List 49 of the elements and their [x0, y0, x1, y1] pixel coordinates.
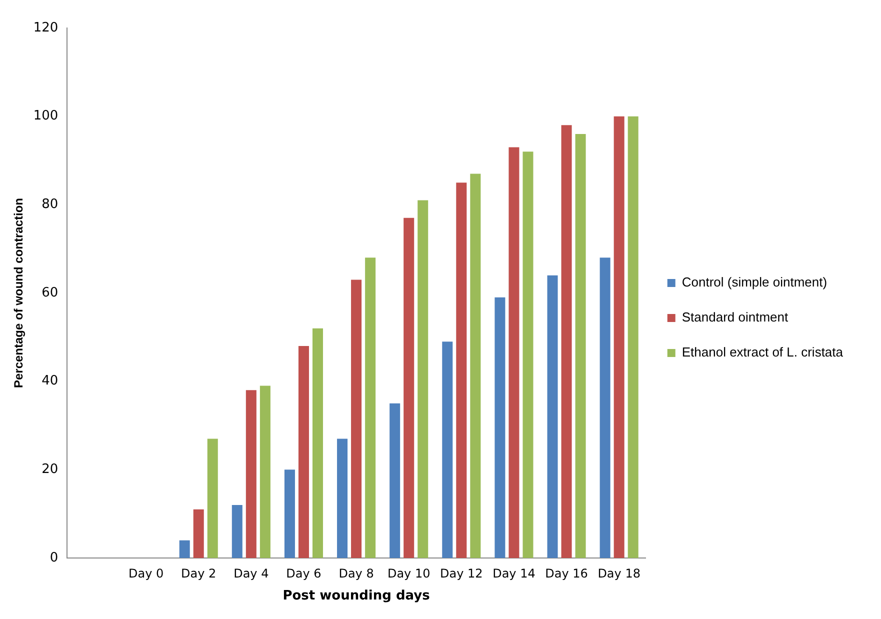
y-tick-label: 120: [33, 20, 58, 36]
bar: [418, 200, 428, 558]
bar: [207, 438, 218, 558]
x-tick-label: Day 18: [598, 566, 640, 580]
bar: [232, 505, 242, 558]
bar: [260, 386, 270, 558]
bar: [456, 182, 467, 558]
x-tick-label: Day 6: [286, 566, 322, 580]
y-axis-title: Percentage of wound contraction: [12, 198, 26, 388]
bar: [547, 275, 558, 558]
bar: [312, 328, 323, 558]
bar: [575, 134, 586, 558]
bar: [614, 116, 624, 558]
y-tick-label: 100: [33, 108, 58, 124]
y-tick-label: 80: [42, 197, 58, 212]
bar: [179, 540, 190, 558]
y-tick-label: 60: [42, 285, 58, 300]
bar: [508, 147, 520, 558]
bar: [470, 174, 481, 558]
y-tick-label: 40: [42, 374, 58, 389]
bar: [404, 218, 414, 558]
bar: [284, 470, 295, 558]
y-tick-label: 0: [50, 550, 58, 566]
bar: [442, 342, 453, 558]
legend-label: Ethanol extract of L. cristata: [682, 344, 844, 360]
bar: [298, 346, 309, 558]
x-tick-label: Day 10: [387, 566, 430, 580]
bar: [351, 280, 362, 558]
x-tick-label: Day 16: [545, 566, 588, 580]
bar: [365, 258, 376, 558]
bar: [561, 125, 572, 558]
x-tick-label: Day 14: [492, 566, 536, 580]
x-tick-label: Day 4: [234, 566, 269, 580]
x-tick-label: Day 8: [338, 566, 374, 580]
y-tick-label: 20: [42, 462, 58, 478]
bar: [600, 258, 610, 558]
legend-label: Control (simple ointment): [682, 274, 828, 290]
bar: [494, 297, 506, 558]
x-tick-label: Day 0: [128, 566, 164, 580]
bar: [390, 403, 400, 558]
x-tick-label: Day 2: [181, 566, 216, 580]
x-axis-title: Post wounding days: [282, 588, 430, 604]
x-tick-label: Day 12: [440, 566, 483, 580]
bar: [246, 390, 256, 558]
legend-label: Standard ointment: [682, 310, 788, 325]
bar: [193, 509, 204, 558]
bar: [337, 438, 348, 558]
bar: [522, 152, 534, 558]
bar: [628, 116, 638, 558]
